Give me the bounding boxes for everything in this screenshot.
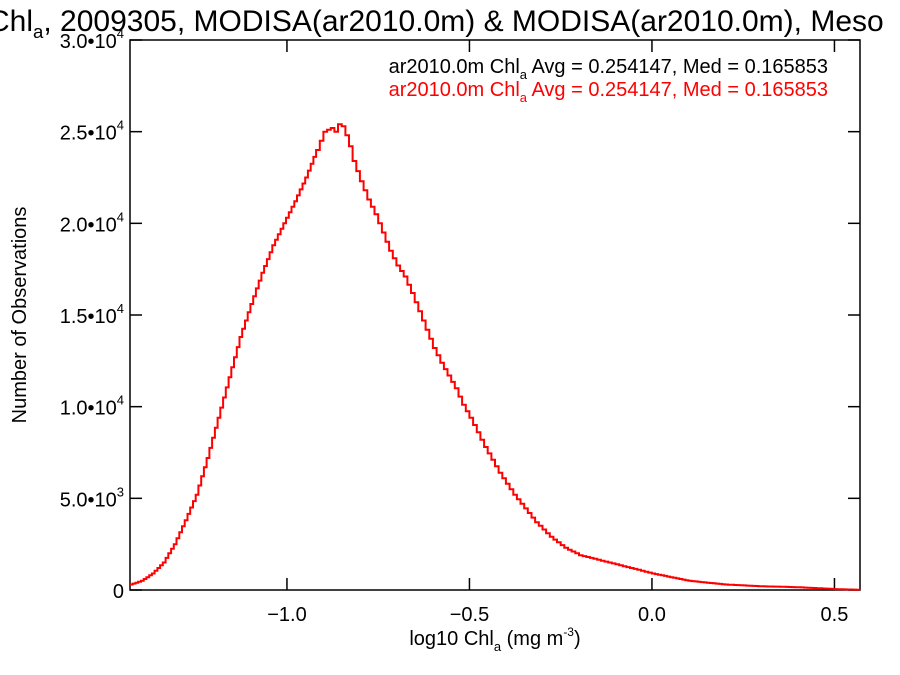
y-tick-label: 5.0•103 bbox=[60, 484, 124, 511]
y-tick-label: 2.0•104 bbox=[60, 209, 124, 236]
x-tick-label: −0.5 bbox=[450, 604, 489, 626]
stats-line-2: ar2010.0m Chla Avg = 0.254147, Med = 0.1… bbox=[389, 79, 828, 105]
chart-title: Chla, 2009305, MODISA(ar2010.0m) & MODIS… bbox=[0, 5, 884, 40]
x-tick-label: −1.0 bbox=[267, 604, 306, 626]
x-axis-label: log10 Chla (mg m-3) bbox=[409, 625, 580, 654]
histogram-series-1 bbox=[130, 123, 861, 591]
y-tick-label: 1.0•104 bbox=[60, 393, 124, 420]
y-tick-label: 2.5•104 bbox=[60, 118, 124, 145]
x-tick-label: 0.0 bbox=[638, 604, 666, 626]
y-axis-label: Number of Observations bbox=[9, 207, 31, 424]
stats-line-1: ar2010.0m Chla Avg = 0.254147, Med = 0.1… bbox=[389, 56, 828, 82]
y-tick-label: 0 bbox=[113, 581, 124, 603]
x-tick-label: 0.5 bbox=[821, 604, 849, 626]
y-tick-label: 3.0•104 bbox=[60, 26, 124, 53]
y-tick-label: 1.5•104 bbox=[60, 301, 124, 328]
plot-frame bbox=[129, 39, 861, 591]
